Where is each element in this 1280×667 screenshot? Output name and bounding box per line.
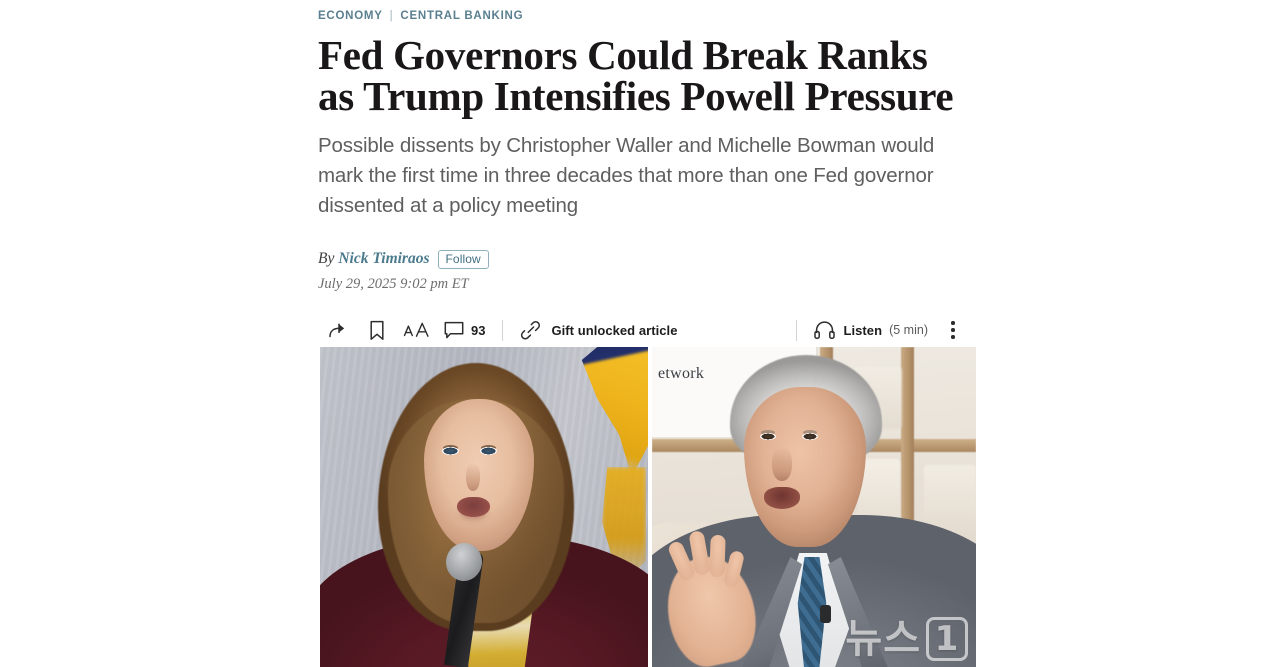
background-sign-text: etwork	[658, 365, 705, 382]
follow-button[interactable]: Follow	[437, 249, 489, 269]
hero-image: etwork 뉴스 1	[320, 347, 976, 667]
nose-left	[466, 463, 480, 491]
eye-left-2	[480, 447, 497, 455]
eye-left-1	[442, 447, 459, 455]
breadcrumb: ECONOMY | CENTRAL BANKING	[318, 0, 976, 24]
nose-right	[772, 447, 792, 481]
breadcrumb-item-economy[interactable]: ECONOMY	[318, 10, 383, 22]
author-link[interactable]: Nick Timiraos	[338, 250, 430, 267]
byline-block: By Nick Timiraos Follow July 29, 2025 9:…	[318, 249, 976, 294]
face-right	[744, 387, 866, 547]
toolbar-divider-2	[795, 319, 797, 341]
bookmark-icon[interactable]	[358, 320, 396, 341]
finger-3	[709, 534, 726, 578]
kebab-menu-icon[interactable]	[940, 321, 966, 339]
headphones-icon	[813, 320, 835, 340]
toolbar-right-group: Listen (5 min)	[779, 319, 967, 341]
publish-timestamp: July 29, 2025 9:02 pm ET	[318, 276, 469, 292]
link-chain-icon	[520, 320, 542, 340]
byline-prefix: By	[318, 250, 335, 267]
page-title: Fed Governors Could Break Ranks as Trump…	[318, 32, 954, 119]
hero-pane-right: etwork 뉴스 1	[652, 347, 976, 667]
article-dek: Possible dissents by Christopher Waller …	[318, 134, 935, 217]
hero-pane-left	[320, 347, 648, 667]
gift-article-label: Gift unlocked article	[551, 322, 678, 338]
text-size-icon[interactable]	[396, 320, 440, 340]
comment-count: 93	[471, 322, 486, 338]
lapel-microphone	[820, 605, 831, 623]
eye-right-1	[760, 433, 776, 440]
article-column: ECONOMY | CENTRAL BANKING Fed Governors …	[318, 0, 976, 347]
byline: By Nick Timiraos Follow	[318, 249, 976, 269]
share-arrow-icon[interactable]	[318, 320, 358, 340]
listen-label: Listen	[843, 322, 883, 338]
article-action-toolbar: 93 Gift unlocked article	[318, 313, 966, 347]
mouth-right	[764, 487, 800, 509]
eye-right-2	[802, 433, 818, 440]
listen-duration: (5 min)	[889, 323, 928, 337]
gift-article-button[interactable]: Gift unlocked article	[520, 320, 677, 340]
mouth-left	[457, 497, 490, 517]
toolbar-left-group: 93 Gift unlocked article	[318, 319, 678, 341]
breadcrumb-separator: |	[389, 10, 394, 22]
listen-button[interactable]: Listen (5 min)	[813, 320, 928, 340]
breadcrumb-item-central-banking[interactable]: CENTRAL BANKING	[400, 10, 524, 22]
comment-button[interactable]: 93	[444, 321, 485, 340]
toolbar-divider-1	[502, 319, 504, 341]
